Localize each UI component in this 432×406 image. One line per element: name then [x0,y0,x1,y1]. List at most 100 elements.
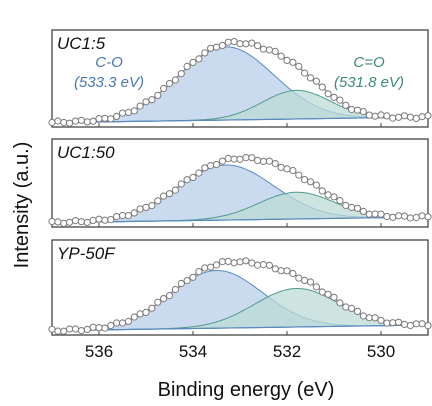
data-point [201,164,209,172]
data-point [236,258,244,266]
x-axis-title: Binding energy (eV) [158,379,335,401]
data-point [289,269,297,278]
data-point [77,327,86,335]
data-point [242,154,250,162]
data-point [89,117,97,125]
data-point [130,209,138,217]
y-axis-title: Intensity (a.u.) [11,142,33,269]
data-point [271,265,279,273]
data-point [412,213,420,222]
data-point [236,40,244,48]
data-point [330,293,338,301]
data-point [195,55,203,63]
data-point [95,215,103,223]
data-point [60,219,68,227]
data-point [383,212,391,221]
data-point [277,52,285,60]
data-point [89,323,97,331]
data-point [189,173,197,181]
data-point [212,261,221,269]
data-point [377,111,385,119]
data-point [218,41,226,50]
data-point [177,180,185,188]
data-point [353,307,362,315]
data-point [389,213,397,221]
data-point [383,112,391,120]
data-point [183,176,191,184]
data-point [395,113,403,121]
data-point [265,261,273,269]
data-point [306,278,315,286]
data-point [336,197,344,205]
panel-1: UC1:5C-O (533.3 eV) C=O (531.8 eV) [48,29,432,128]
data-point [148,96,156,104]
data-point [66,218,74,226]
data-point [118,109,127,117]
data-point [248,259,256,267]
data-point [118,319,127,327]
data-point [259,157,268,165]
data-point [89,216,97,224]
data-point [201,264,209,272]
data-point [259,45,268,53]
data-point [136,205,144,213]
data-point [359,207,367,215]
data-point [424,322,432,330]
data-point [165,79,174,88]
panel-frame [51,29,429,128]
data-point [395,212,403,220]
data-point [424,213,432,221]
data-point [295,274,303,282]
data-point [359,108,367,116]
data-point [242,40,250,48]
peak-label-c-eq-o: C=O [353,54,385,71]
data-point [83,118,91,126]
data-point [271,160,279,168]
data-point [101,114,109,122]
data-point [136,310,144,318]
data-point [124,108,132,117]
data-point [406,113,414,121]
data-point [171,285,179,294]
x-tick-label: 536 [85,342,113,361]
data-point [400,320,409,328]
data-point [77,218,86,226]
data-point [371,112,379,120]
data-point [66,119,74,127]
data-point [124,317,132,325]
data-point [95,324,103,332]
data-point [107,216,115,224]
data-point [342,201,350,210]
data-point [171,76,179,84]
data-point [154,91,162,100]
data-point [101,216,109,224]
data-point [324,290,332,298]
data-point [107,321,115,330]
data-point [107,115,115,123]
data-point [130,313,138,321]
data-point [165,292,174,300]
data-point [60,118,68,127]
data-point [212,43,221,51]
data-point [265,157,273,165]
data-point [377,210,385,218]
data-point [418,113,426,121]
data-point [142,308,150,316]
data-point [83,325,91,333]
data-point [312,283,320,291]
peak-label-c-o: C-O [95,54,123,71]
data-point [207,263,215,271]
data-point [165,190,174,198]
data-point [353,106,362,114]
data-point [230,259,238,267]
panel-label: UC1:50 [57,143,115,162]
data-point [301,69,309,77]
data-point [230,38,238,46]
data-point [154,197,162,205]
data-point [48,217,56,226]
data-point [130,107,138,115]
data-point [248,39,256,47]
data-point [207,44,215,52]
data-point [277,163,285,171]
data-point [148,304,156,312]
